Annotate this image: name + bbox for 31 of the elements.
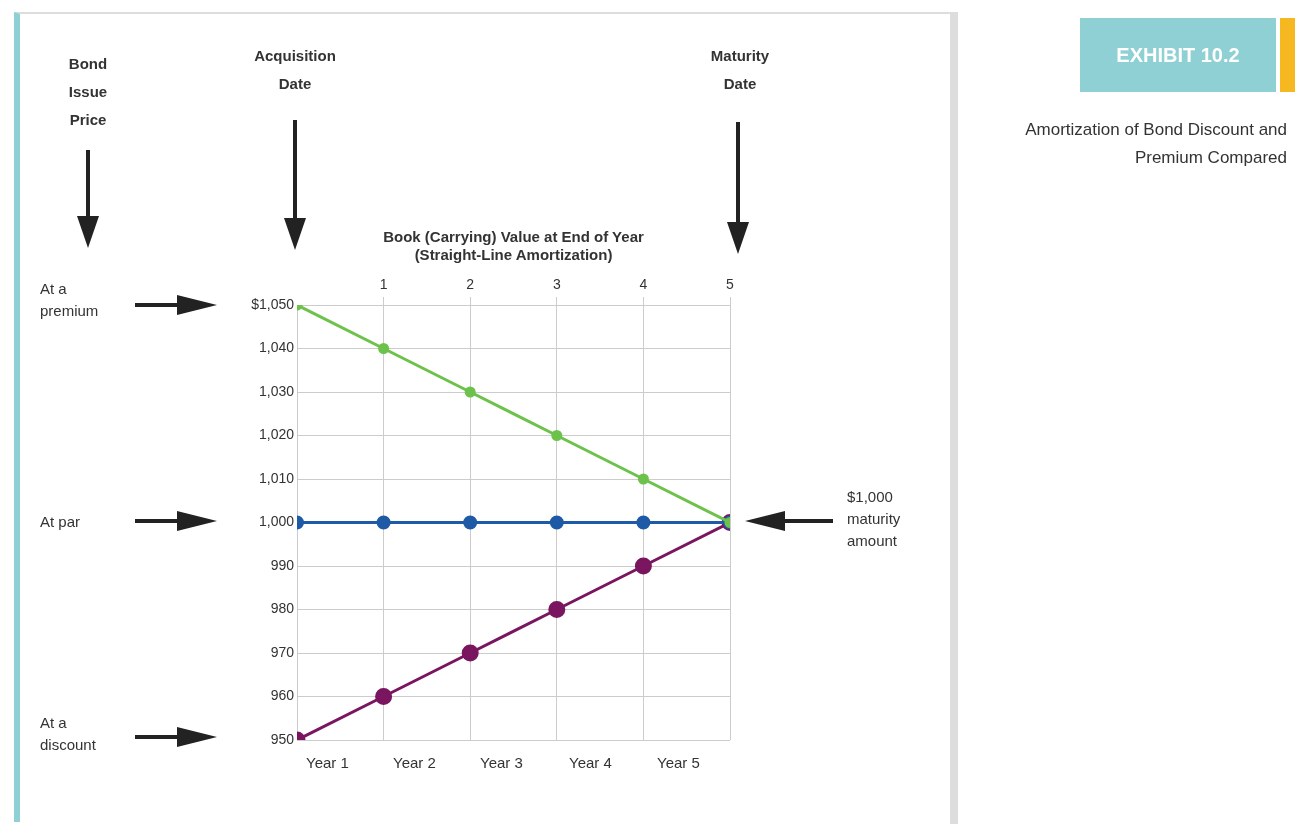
x-tick-label: 1 <box>379 276 388 293</box>
y-tick-label: 990 <box>270 556 295 573</box>
y-tick-label: 960 <box>270 687 295 704</box>
y-tick-label: $1,050 <box>251 295 295 312</box>
y-tick-label: 1,030 <box>258 382 295 399</box>
text: Acquisition Date <box>253 46 337 94</box>
text: $1,000 maturity amount <box>847 487 902 551</box>
y-tick-label: 1,000 <box>258 513 295 530</box>
text: At a premium <box>40 279 100 321</box>
text: Year 3 <box>480 753 524 773</box>
text: EXHIBIT 10.2 <box>1080 18 1276 92</box>
x-tick-label: 3 <box>552 276 561 293</box>
text: Year 5 <box>657 753 701 773</box>
x2-axis-title: Book (Carrying) Value at End of Year (Straight-Line Amortization) <box>383 228 644 264</box>
x-tick-label: 5 <box>726 276 735 293</box>
text: At par <box>40 512 82 532</box>
text: Year 4 <box>569 753 613 773</box>
text: Amortization of Bond Discount and Premium Compared <box>1024 119 1287 169</box>
y-tick-label: 950 <box>270 730 295 747</box>
text: At a discount <box>40 713 97 755</box>
text: Year 1 <box>306 753 350 773</box>
x-tick-label: 2 <box>466 276 475 293</box>
text: Maturity Date <box>709 46 771 94</box>
x-tick-label: 4 <box>639 276 648 293</box>
y-tick-label: 1,020 <box>258 426 295 443</box>
y-tick-label: 1,040 <box>258 339 295 356</box>
text: Year 2 <box>393 753 437 773</box>
y-tick-label: 1,010 <box>258 469 295 486</box>
text: Bond Issue Price <box>67 54 109 130</box>
y-tick-label: 970 <box>270 643 295 660</box>
y-tick-label: 980 <box>270 600 295 617</box>
